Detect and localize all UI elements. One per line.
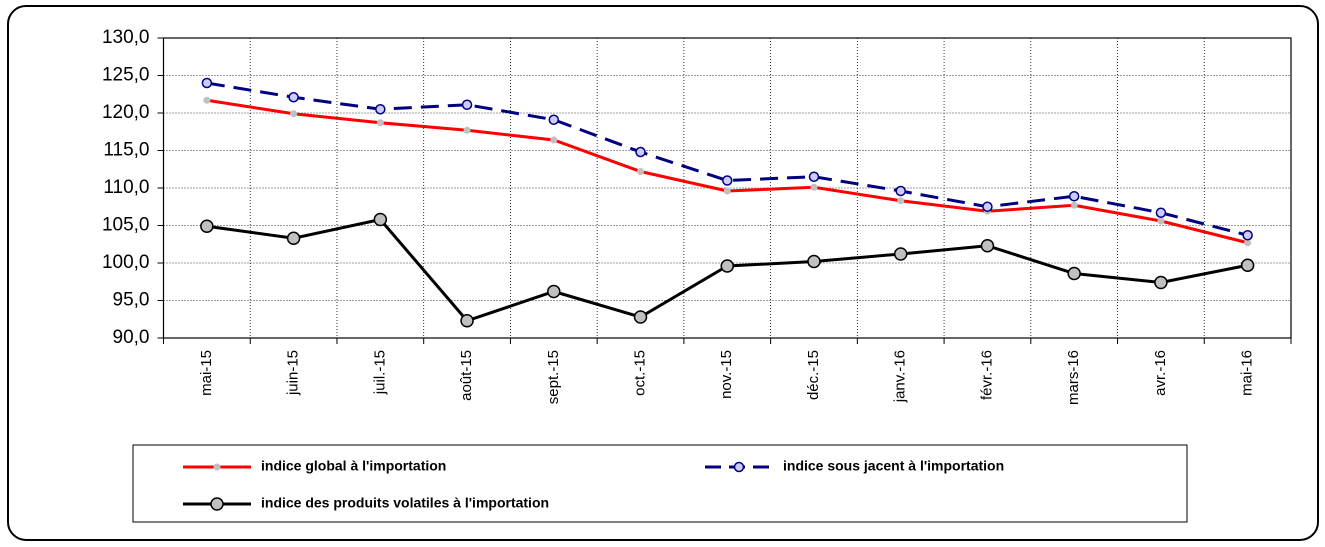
series-marker — [893, 247, 908, 261]
x-tick-label: mai-15 — [198, 350, 215, 396]
series-marker — [1242, 230, 1253, 241]
series-marker — [461, 99, 473, 110]
series-marker — [1155, 207, 1167, 218]
legend-label: indice global à l'importation — [261, 458, 446, 474]
y-tick-label: 90,0 — [113, 327, 150, 348]
x-tick-label: mars-16 — [1065, 350, 1082, 405]
series-marker — [1154, 275, 1168, 290]
series-marker — [720, 259, 734, 273]
y-tick-label: 105,0 — [102, 215, 150, 236]
x-tick-label: juin-15 — [285, 350, 302, 396]
series-marker — [203, 96, 211, 104]
series-marker — [375, 104, 386, 115]
series-marker — [810, 183, 818, 191]
series-marker — [200, 219, 214, 233]
y-tick-label: 95,0 — [113, 290, 150, 311]
x-tick-label: août-15 — [458, 350, 475, 401]
series-marker — [637, 168, 645, 175]
y-tick-label: 120,0 — [102, 102, 150, 123]
legend-marker — [733, 461, 745, 473]
x-tick-label: janv.-16 — [892, 350, 909, 403]
series-marker — [1068, 191, 1080, 202]
series-marker — [286, 231, 301, 245]
series-marker — [547, 284, 561, 299]
legend-marker — [210, 497, 224, 511]
series-marker — [460, 314, 474, 328]
series-marker — [376, 119, 384, 127]
x-tick-label: oct.-15 — [631, 350, 648, 396]
legend-box — [132, 444, 1188, 523]
series-marker — [290, 110, 298, 118]
series-marker — [1244, 239, 1252, 247]
series-marker — [982, 201, 993, 212]
series-marker — [373, 212, 388, 227]
series-marker — [807, 254, 821, 269]
y-tick-label: 130,0 — [102, 27, 150, 48]
series-marker — [635, 146, 646, 158]
x-tick-label: avr.-16 — [1152, 350, 1169, 396]
series-marker — [550, 136, 558, 144]
series-marker — [722, 175, 733, 186]
x-tick-label: nov.-15 — [718, 350, 735, 399]
y-tick-label: 100,0 — [102, 252, 150, 273]
series-marker — [980, 239, 995, 253]
x-tick-label: mai-16 — [1239, 350, 1256, 396]
series-marker — [1240, 258, 1255, 272]
series-marker — [723, 187, 731, 195]
x-tick-label: sept.-15 — [545, 350, 562, 404]
series-marker — [808, 171, 820, 182]
y-tick-label: 115,0 — [103, 140, 149, 161]
legend-label: indice sous jacent à l'importation — [783, 458, 1004, 474]
plot-border — [162, 37, 1292, 339]
x-tick-label: févr.-16 — [978, 350, 995, 400]
legend-label: indice des produits volatiles à l'import… — [261, 495, 549, 511]
series-marker — [463, 126, 471, 134]
y-tick-label: 110,0 — [103, 177, 149, 198]
y-tick-label: 125,0 — [102, 65, 150, 86]
x-tick-label: déc.-15 — [805, 350, 822, 400]
series-marker — [1157, 217, 1165, 225]
series-marker — [1070, 201, 1078, 209]
series-marker — [288, 92, 299, 103]
series-marker — [201, 77, 213, 89]
series-marker — [633, 310, 648, 324]
series-marker — [895, 185, 906, 197]
legend-marker — [213, 463, 221, 471]
series-marker — [1067, 266, 1081, 281]
series-marker — [548, 114, 560, 125]
x-tick-label: juil.-15 — [371, 350, 388, 395]
series-marker — [897, 197, 905, 205]
